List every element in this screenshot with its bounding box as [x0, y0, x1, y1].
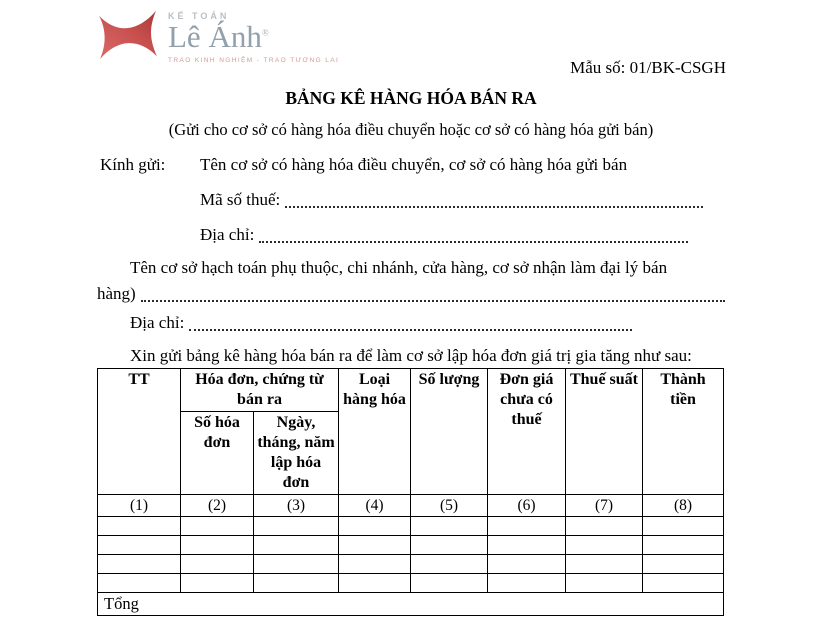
- table-cell-empty: [410, 516, 488, 536]
- brand-text: KẾ TOÁN Lê Ánh® TRAO KINH NGHIỆM - TRAO …: [168, 8, 339, 64]
- total-row: Tổng: [97, 592, 724, 616]
- table-cell-empty: [487, 516, 566, 536]
- address-label-2: Địa chỉ:: [130, 313, 185, 332]
- table-cell-empty: [487, 554, 566, 574]
- col-number-5: (5): [410, 494, 488, 517]
- table-cell-empty: [565, 535, 643, 555]
- table-cell-empty: [565, 516, 643, 536]
- table-cell-empty: [253, 554, 339, 574]
- kinh-gui-label: Kính gửi:: [100, 155, 166, 174]
- table-cell-empty: [253, 535, 339, 555]
- dependent-unit-line-1: Tên cơ sở hạch toán phụ thuộc, chi nhánh…: [130, 258, 668, 277]
- table-cell-empty: [180, 535, 254, 555]
- page-title: BẢNG KÊ HÀNG HÓA BÁN RA: [285, 88, 537, 108]
- address-line-1: Địa chỉ:: [200, 225, 688, 245]
- table-row: [97, 516, 724, 536]
- brand-tagline: TRAO KINH NGHIỆM - TRAO TƯƠNG LAI: [168, 56, 340, 64]
- registered-mark: ®: [261, 27, 269, 38]
- col-header-goods-type: Loại hàng hóa: [338, 368, 411, 495]
- dependent-unit-label-2: hàng): [97, 284, 136, 303]
- col-header-tax-rate: Thuế suất: [565, 368, 643, 495]
- tax-code-fill-line: [285, 193, 703, 208]
- table-cell-empty: [180, 516, 254, 536]
- col-header-tt: TT: [97, 368, 181, 495]
- col-number-7: (7): [565, 494, 643, 517]
- table-row: [97, 573, 724, 593]
- table-cell-empty: [410, 573, 488, 593]
- table-cell-empty: [338, 573, 411, 593]
- table-cell-empty: [410, 554, 488, 574]
- leanh-logo-icon: [99, 10, 157, 60]
- address-fill-line-2: [189, 316, 632, 331]
- brand-logo: KẾ TOÁN Lê Ánh® TRAO KINH NGHIỆM - TRAO …: [97, 8, 339, 64]
- table-row: [97, 535, 724, 555]
- address-label-1: Địa chỉ:: [200, 225, 255, 244]
- goods-sold-table: TT Hóa đơn, chứng từ bán ra Loại hàng hó…: [97, 368, 724, 616]
- col-header-invoice-date: Ngày, tháng, năm lập hóa đơn: [253, 411, 339, 495]
- table-cell-empty: [180, 573, 254, 593]
- kinh-gui-value: Tên cơ sở có hàng hóa điều chuyển, cơ sở…: [200, 155, 628, 174]
- dependent-unit-fill-line: [140, 287, 725, 302]
- table-cell-empty: [253, 573, 339, 593]
- table-cell-empty: [642, 516, 724, 536]
- table-cell-empty: [410, 535, 488, 555]
- col-header-unit-price: Đơn giá chưa có thuế: [487, 368, 566, 495]
- col-number-1: (1): [97, 494, 181, 517]
- table-cell-empty: [338, 535, 411, 555]
- tax-code-line: Mã số thuế:: [200, 190, 703, 210]
- column-number-row: (1) (2) (3) (4) (5) (6) (7) (8): [97, 494, 724, 517]
- table-cell-empty: [97, 516, 181, 536]
- table-cell-empty: [338, 554, 411, 574]
- total-label: Tổng: [97, 592, 724, 616]
- page-subtitle: (Gửi cho cơ sở có hàng hóa điều chuyển h…: [168, 120, 654, 139]
- col-number-4: (4): [338, 494, 411, 517]
- address-fill-line-1: [259, 228, 688, 243]
- table-cell-empty: [565, 554, 643, 574]
- table-row: [97, 554, 724, 574]
- col-header-invoice-group: Hóa đơn, chứng từ bán ra: [180, 368, 339, 412]
- col-header-amount: Thành tiền: [642, 368, 724, 495]
- table-header-row-2: Số hóa đơn Ngày, tháng, năm lập hóa đơn: [98, 411, 724, 495]
- table-cell-empty: [487, 573, 566, 593]
- table-cell-empty: [565, 573, 643, 593]
- table-cell-empty: [180, 554, 254, 574]
- table-cell-empty: [97, 535, 181, 555]
- table-header-row-1: TT Hóa đơn, chứng từ bán ra Loại hàng hó…: [97, 368, 724, 495]
- col-header-invoice-number: Số hóa đơn: [180, 411, 254, 495]
- table-cell-empty: [642, 554, 724, 574]
- table-cell-empty: [487, 535, 566, 555]
- intro-line: Xin gửi bảng kê hàng hóa bán ra để làm c…: [130, 346, 692, 365]
- kinh-gui-line: Kính gửi: Tên cơ sở có hàng hóa điều chu…: [100, 155, 627, 175]
- table-cell-empty: [253, 516, 339, 536]
- table-cell-empty: [642, 535, 724, 555]
- address-line-2: Địa chỉ:: [130, 313, 632, 333]
- table-cell-empty: [97, 573, 181, 593]
- col-number-2: (2): [180, 494, 254, 517]
- dependent-unit-line-2: hàng): [97, 284, 725, 304]
- form-number: Mẫu số: 01/BK-CSGH: [570, 58, 726, 77]
- col-number-6: (6): [487, 494, 566, 517]
- brand-name: Lê Ánh®: [168, 19, 269, 54]
- table-cell-empty: [97, 554, 181, 574]
- col-number-3: (3): [253, 494, 339, 517]
- col-header-quantity: Số lượng: [410, 368, 488, 495]
- table-cell-empty: [642, 573, 724, 593]
- brand-top-label: KẾ TOÁN: [168, 11, 230, 21]
- tax-code-label: Mã số thuế:: [200, 190, 281, 209]
- table-cell-empty: [338, 516, 411, 536]
- col-number-8: (8): [642, 494, 724, 517]
